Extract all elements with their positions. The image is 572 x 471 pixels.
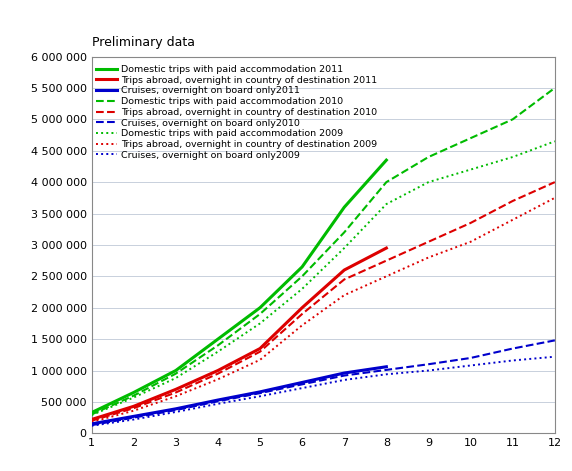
Legend: Domestic trips with paid accommodation 2011, Trips abroad, overnight in country : Domestic trips with paid accommodation 2…: [96, 65, 377, 160]
Text: Preliminary data: Preliminary data: [92, 36, 194, 49]
